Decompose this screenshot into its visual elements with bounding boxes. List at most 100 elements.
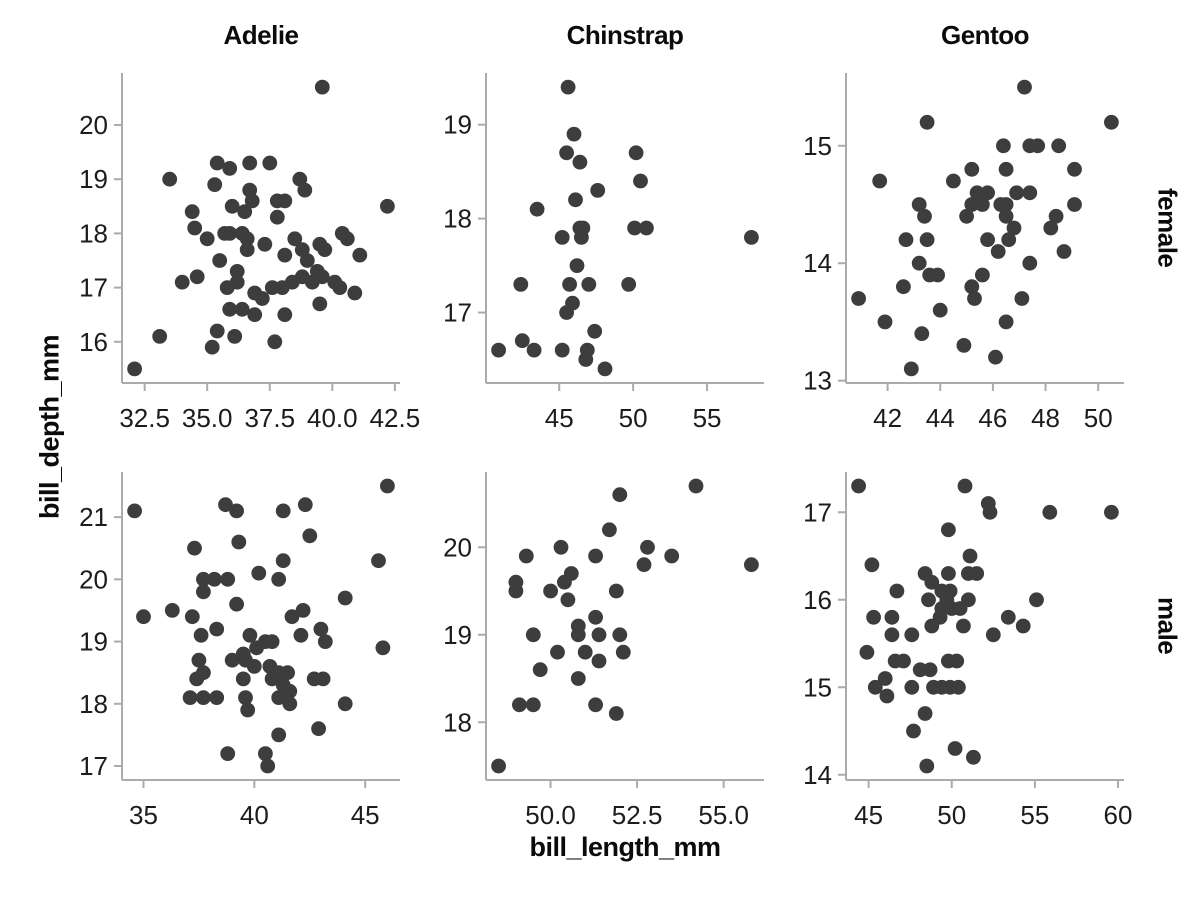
data-point bbox=[1056, 244, 1072, 259]
data-point bbox=[930, 267, 945, 283]
data-point bbox=[591, 627, 607, 643]
data-point bbox=[242, 155, 258, 171]
data-point bbox=[222, 226, 238, 241]
data-point bbox=[271, 727, 287, 743]
data-point bbox=[229, 596, 245, 612]
data-point bbox=[859, 644, 875, 660]
y-tick-label: 19 bbox=[443, 620, 472, 650]
data-point bbox=[1009, 185, 1024, 201]
data-point bbox=[636, 557, 652, 573]
data-point bbox=[315, 671, 331, 687]
data-point bbox=[275, 553, 291, 569]
data-point bbox=[380, 478, 395, 494]
x-tick-label: 44 bbox=[926, 403, 955, 433]
y-tick-label: 18 bbox=[443, 707, 472, 737]
panel-gentoo-female: 42 44 46 48 50 13 14 15 bbox=[803, 73, 1124, 433]
data-point bbox=[220, 746, 236, 761]
data-point bbox=[867, 679, 883, 695]
data-point bbox=[311, 721, 326, 737]
data-point bbox=[919, 758, 935, 774]
data-point bbox=[207, 177, 223, 193]
panel-chinstrap-male: 50.0 52.5 55.0 18 19 20 bbox=[443, 472, 764, 830]
y-tick-label: 14 bbox=[803, 760, 832, 790]
data-point bbox=[302, 528, 318, 544]
data-point bbox=[514, 333, 530, 349]
data-point bbox=[553, 539, 569, 555]
data-point bbox=[271, 690, 287, 705]
data-point bbox=[608, 583, 624, 599]
data-point bbox=[239, 242, 255, 258]
data-point bbox=[588, 697, 603, 713]
data-point bbox=[196, 690, 211, 705]
data-point bbox=[744, 557, 759, 573]
data-point bbox=[959, 208, 974, 224]
data-point bbox=[921, 592, 936, 608]
data-point bbox=[956, 338, 972, 353]
data-point bbox=[911, 197, 927, 212]
data-point bbox=[222, 161, 238, 176]
data-point bbox=[568, 192, 583, 208]
y-tick-label: 17 bbox=[443, 298, 472, 328]
data-point bbox=[851, 478, 866, 494]
data-point bbox=[554, 342, 570, 358]
data-point bbox=[224, 198, 240, 214]
data-point bbox=[262, 155, 278, 171]
data-point bbox=[884, 627, 900, 643]
panel-gentoo-male: 45 50 55 60 14 15 16 17 bbox=[803, 472, 1132, 830]
data-point bbox=[242, 627, 258, 643]
x-tick-label: 52.5 bbox=[612, 800, 663, 830]
data-point bbox=[574, 230, 589, 245]
data-point bbox=[911, 255, 927, 271]
data-point bbox=[587, 323, 603, 339]
data-point bbox=[967, 291, 982, 306]
data-point bbox=[271, 571, 287, 587]
data-point bbox=[287, 231, 303, 247]
data-point bbox=[1104, 504, 1119, 520]
data-point bbox=[196, 584, 211, 600]
y-tick-label: 21 bbox=[79, 502, 108, 532]
x-tick-label: 40.0 bbox=[307, 403, 358, 433]
data-point bbox=[1051, 138, 1067, 154]
data-point bbox=[347, 285, 363, 301]
data-point bbox=[903, 361, 919, 377]
data-point bbox=[877, 314, 893, 330]
data-point bbox=[554, 230, 570, 245]
x-tick-label: 55 bbox=[1020, 800, 1049, 830]
data-point bbox=[282, 696, 298, 712]
data-point bbox=[284, 609, 300, 625]
y-tick-label: 16 bbox=[79, 327, 108, 357]
y-tick-label: 20 bbox=[79, 564, 108, 594]
data-point bbox=[258, 746, 273, 761]
data-point bbox=[1006, 220, 1022, 236]
data-point bbox=[182, 690, 198, 705]
data-point bbox=[969, 566, 985, 581]
y-tick-label: 19 bbox=[79, 164, 108, 194]
x-tick-label: 55 bbox=[693, 403, 722, 433]
y-tick-label: 15 bbox=[803, 131, 832, 161]
data-point bbox=[269, 209, 285, 225]
data-point bbox=[975, 197, 990, 212]
data-point bbox=[1067, 197, 1082, 212]
data-point bbox=[312, 296, 328, 312]
data-point bbox=[512, 697, 527, 713]
data-point bbox=[127, 503, 142, 519]
data-point bbox=[371, 553, 386, 569]
data-point bbox=[572, 154, 588, 170]
x-tick-label: 50 bbox=[619, 403, 648, 433]
data-point bbox=[525, 697, 541, 713]
facet-column-title-chinstrap: Chinstrap bbox=[566, 20, 684, 50]
x-tick-label: 55.0 bbox=[698, 800, 749, 830]
data-point bbox=[251, 565, 267, 581]
x-tick-label: 50.0 bbox=[525, 800, 576, 830]
x-tick-label: 40 bbox=[240, 800, 269, 830]
data-point bbox=[237, 204, 253, 220]
data-point bbox=[588, 548, 603, 564]
x-tick-label: 45 bbox=[545, 403, 574, 433]
data-point bbox=[297, 497, 313, 513]
data-point bbox=[941, 566, 956, 581]
data-point bbox=[872, 173, 888, 189]
data-point bbox=[299, 253, 315, 268]
data-point bbox=[209, 323, 225, 339]
y-tick-label: 20 bbox=[443, 532, 472, 562]
